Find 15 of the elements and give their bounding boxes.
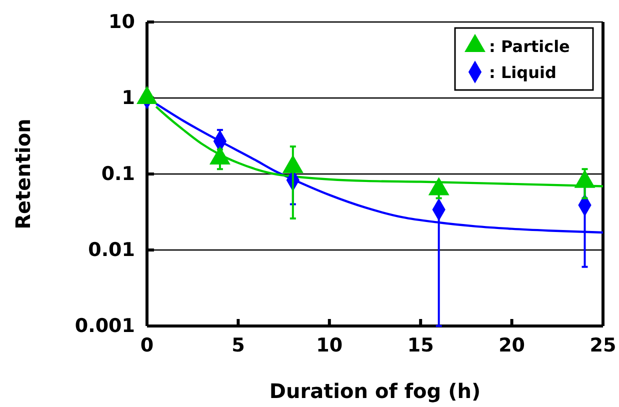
x-tick-label: 5 — [232, 334, 245, 356]
y-axis-title: Retention — [11, 118, 35, 230]
y-tick-label: 0.001 — [74, 315, 135, 338]
x-tick-label: 20 — [498, 334, 526, 356]
x-tick-label: 15 — [407, 334, 434, 356]
legend-label: : Particle — [489, 37, 570, 56]
x-tick-label: 0 — [140, 334, 154, 356]
y-tick-label: 1 — [122, 87, 135, 110]
x-tick-label: 25 — [590, 334, 616, 356]
y-tick-label: 10 — [108, 11, 135, 34]
x-axis-title: Duration of fog (h) — [269, 379, 481, 403]
y-tick-label: 0.1 — [101, 163, 135, 186]
y-tick-label: 0.01 — [88, 239, 135, 262]
legend-label: : Liquid — [489, 63, 556, 82]
x-tick-label: 10 — [316, 334, 343, 356]
